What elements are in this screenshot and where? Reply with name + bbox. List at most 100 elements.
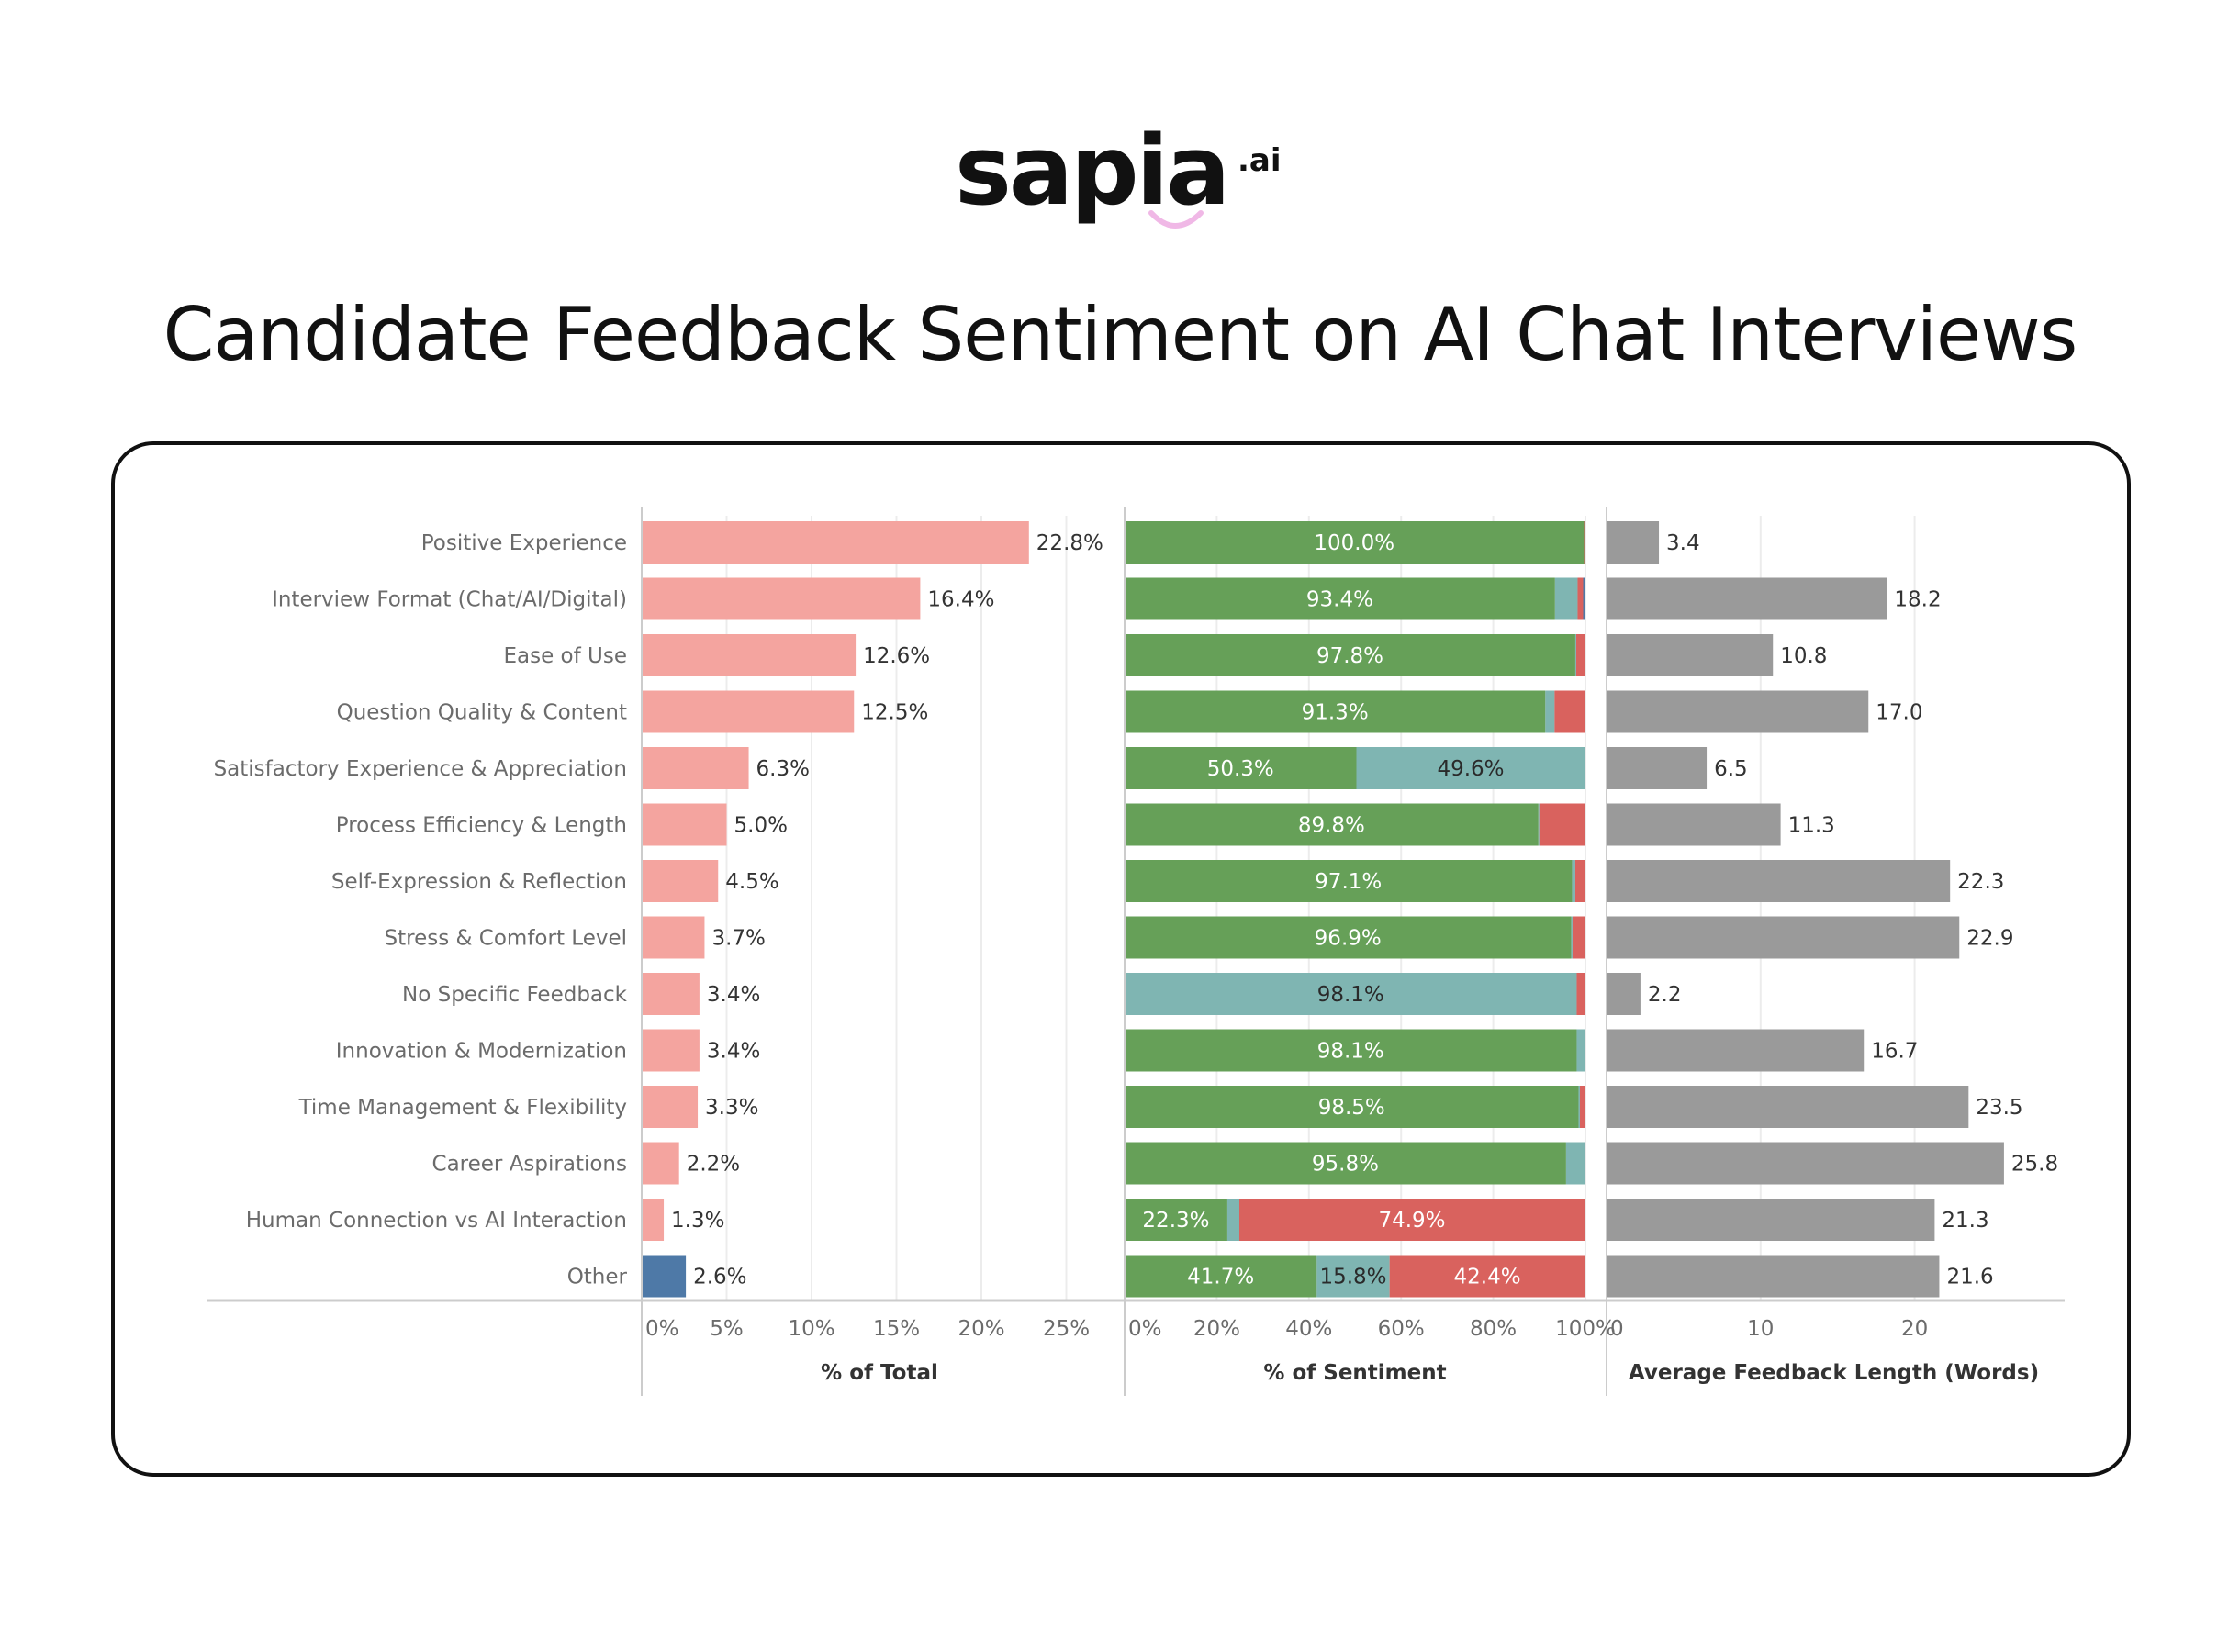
sentiment-segment-negative	[1579, 1086, 1585, 1128]
length-value-label: 21.3	[1942, 1209, 1988, 1233]
share-value-label: 2.6%	[693, 1266, 746, 1289]
sentiment-segment-neutral	[1572, 860, 1575, 902]
share-value-label: 3.7%	[711, 927, 765, 951]
length-value-label: 18.2	[1894, 588, 1941, 612]
sentiment-value-label: 74.9%	[1378, 1209, 1445, 1233]
category-label: Self-Expression & Reflection	[331, 870, 627, 894]
logo-smile-icon	[1148, 210, 1204, 229]
length-bar	[1607, 1086, 1969, 1128]
share-bar	[642, 690, 855, 733]
share-value-label: 1.3%	[671, 1209, 724, 1233]
category-label: Innovation & Modernization	[336, 1040, 627, 1064]
sentiment-segment-positive	[1125, 634, 1575, 676]
share-value-label: 4.5%	[725, 870, 778, 894]
length-bar	[1607, 1142, 2004, 1185]
share-value-label: 2.2%	[687, 1153, 740, 1177]
sentiment-segment-neutral	[1125, 973, 1577, 1015]
length-bar	[1607, 747, 1708, 789]
share-bar	[642, 1199, 665, 1241]
sentiment-value-label: 96.9%	[1315, 927, 1382, 951]
category-label: Question Quality & Content	[337, 701, 627, 725]
sentiment-segment-positive	[1125, 1086, 1579, 1128]
sentiment-segment-neutral	[1554, 577, 1578, 620]
x-tick-label: 15%	[873, 1317, 920, 1341]
share-bar	[642, 577, 921, 620]
share-value-label: 16.4%	[927, 588, 994, 612]
sentiment-value-label: 98.1%	[1317, 983, 1384, 1007]
sentiment-segment-neutral	[1316, 1255, 1390, 1298]
sentiment-segment-positive	[1125, 690, 1546, 733]
sentiment-segment-neutral	[1574, 634, 1576, 676]
share-value-label: 3.4%	[707, 983, 760, 1007]
sapia-logo: sapia .ai	[955, 119, 1282, 229]
chart-area: Positive Experience Interview Format (Cha…	[207, 507, 2065, 1396]
sentiment-segment-positive	[1125, 1029, 1577, 1072]
sentiment-segment-positive	[1125, 860, 1573, 902]
sentiment-value-label: 93.4%	[1306, 588, 1373, 612]
x-tick-label: 25%	[1043, 1317, 1090, 1341]
share-value-label: 12.5%	[861, 701, 928, 725]
length-value-label: 17.0	[1876, 701, 1922, 725]
share-bar	[642, 1255, 687, 1298]
sentiment-segment-negative	[1389, 1255, 1585, 1298]
sentiment-segment-positive	[1125, 803, 1539, 846]
sentiment-value-label: 15.8%	[1319, 1266, 1386, 1289]
sentiment-value-label: 98.1%	[1317, 1040, 1384, 1064]
sentiment-value-label: 89.8%	[1298, 814, 1365, 838]
x-axis-title: Average Feedback Length (Words)	[1629, 1361, 2039, 1385]
sentiment-value-label: 42.4%	[1454, 1266, 1521, 1289]
sentiment-segment-positive	[1125, 521, 1585, 564]
sentiment-segment-neutral	[1576, 1029, 1585, 1072]
sentiment-segment-neutral	[1571, 916, 1573, 959]
category-label: Other	[567, 1266, 628, 1289]
sentiment-segment-neutral	[1578, 1086, 1580, 1128]
sentiment-segment-neutral	[1226, 1199, 1239, 1241]
x-tick-label: 60%	[1378, 1317, 1425, 1341]
length-value-label: 22.3	[1957, 870, 2004, 894]
sentiment-segment-negative	[1554, 690, 1585, 733]
length-bar	[1607, 634, 1774, 676]
page-title: Candidate Feedback Sentiment on AI Chat …	[162, 292, 2078, 377]
sentiment-segment-neutral	[1356, 747, 1585, 789]
sentiment-segment-other	[1583, 577, 1585, 620]
sentiment-segment-positive	[1125, 1199, 1227, 1241]
sentiment-value-label: 22.3%	[1142, 1209, 1209, 1233]
sentiment-segment-negative	[1575, 634, 1585, 676]
x-axis-title: % of Total	[821, 1361, 938, 1385]
length-bar	[1607, 690, 1869, 733]
category-label: Ease of Use	[503, 644, 627, 668]
length-bar	[1607, 577, 1887, 620]
length-value-label: 23.5	[1976, 1096, 2022, 1120]
x-tick-label: 0%	[645, 1317, 679, 1341]
sentiment-segment-neutral	[1538, 803, 1540, 846]
length-bar	[1607, 973, 1641, 1015]
sentiment-segment-positive	[1125, 1142, 1566, 1185]
x-tick-label: 20	[1901, 1317, 1928, 1341]
length-bar	[1607, 1199, 1935, 1241]
sentiment-segment-negative	[1584, 521, 1585, 564]
sentiment-value-label: 100.0%	[1314, 531, 1394, 555]
length-bar	[1607, 916, 1960, 959]
sentiment-segment-positive	[1125, 916, 1572, 959]
length-value-label: 25.8	[2011, 1153, 2058, 1177]
length-value-label: 16.7	[1871, 1040, 1918, 1064]
share-value-label: 5.0%	[734, 814, 788, 838]
sentiment-value-label: 97.8%	[1316, 644, 1383, 668]
share-bar	[642, 634, 857, 676]
brand-suffix: .ai	[1238, 142, 1282, 179]
category-label: Time Management & Flexibility	[298, 1096, 627, 1120]
x-tick-label: 0	[1610, 1317, 1624, 1341]
share-value-label: 22.8%	[1036, 531, 1103, 555]
length-value-label: 22.9	[1966, 927, 2013, 951]
share-value-label: 12.6%	[863, 644, 930, 668]
share-bar	[642, 860, 719, 902]
share-value-label: 6.3%	[756, 757, 810, 781]
share-bar	[642, 973, 700, 1015]
x-tick-label: 20%	[1193, 1317, 1240, 1341]
sentiment-segment-negative	[1574, 860, 1585, 902]
share-bar	[642, 1142, 679, 1185]
length-bar	[1607, 860, 1951, 902]
category-label: Satisfactory Experience & Appreciation	[214, 757, 627, 781]
sentiment-segment-positive	[1125, 1255, 1317, 1298]
sentiment-segment-negative	[1539, 803, 1585, 846]
